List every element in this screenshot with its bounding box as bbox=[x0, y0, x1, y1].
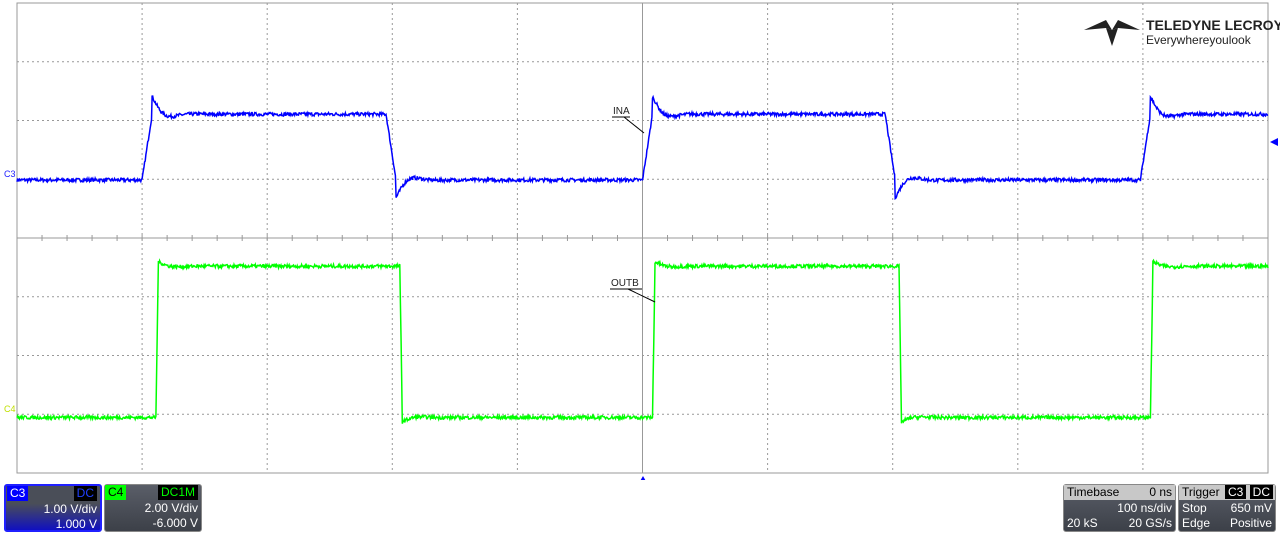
graticule bbox=[16, 2, 1269, 474]
trigger-type: Edge bbox=[1182, 516, 1211, 530]
time-per-div: 100 ns/div bbox=[1117, 501, 1172, 515]
coupling-badge: DC bbox=[73, 486, 97, 501]
brand-name: TELEDYNE LECROY bbox=[1146, 17, 1280, 33]
trigger-position-marker[interactable] bbox=[639, 476, 647, 480]
offset-value: 1.000 V bbox=[55, 517, 97, 531]
offset-value: -6.000 V bbox=[152, 516, 198, 530]
vdiv-value: 1.00 V/div bbox=[43, 502, 97, 516]
trigger-panel[interactable]: Trigger C3 DC Stop 650 mV Edge Positive bbox=[1178, 484, 1276, 532]
sample-rate: 20 GS/s bbox=[1128, 516, 1172, 530]
channel-name: C3 bbox=[7, 486, 29, 501]
trigger-slope: Positive bbox=[1229, 516, 1272, 530]
trigger-coupling: DC bbox=[1249, 485, 1273, 499]
c4-ground-marker[interactable]: C4 bbox=[4, 404, 16, 414]
sample-count: 20 kS bbox=[1067, 516, 1098, 530]
ina-label: INA bbox=[613, 106, 630, 117]
trigger-mode: Stop bbox=[1182, 501, 1207, 515]
c3-ground-marker[interactable]: C3 bbox=[4, 169, 16, 179]
vdiv-value: 2.00 V/div bbox=[144, 501, 198, 515]
timebase-panel[interactable]: Timebase 0 ns 100 ns/div 20 kS 20 GS/s bbox=[1063, 484, 1176, 532]
trigger-source: C3 bbox=[1224, 485, 1247, 499]
trigger-level: 650 mV bbox=[1230, 501, 1272, 515]
timebase-delay: 0 ns bbox=[1149, 485, 1172, 499]
waveform-display: C3 C4 INA OUTB bbox=[4, 2, 1278, 480]
trace-c3 bbox=[16, 94, 1269, 200]
brand-tagline: Everywhereyoulook bbox=[1146, 33, 1251, 47]
coupling-badge: DC1M bbox=[157, 485, 198, 500]
channel-c4-panel[interactable]: C4 DC1M 2.00 V/div -6.000 V bbox=[104, 484, 202, 532]
outb-label: OUTB bbox=[611, 278, 639, 289]
timebase-label: Timebase bbox=[1067, 485, 1120, 499]
trace-c4 bbox=[16, 258, 1269, 424]
trigger-level-marker[interactable] bbox=[1270, 138, 1278, 146]
channel-name: C4 bbox=[105, 485, 127, 500]
channel-c3-panel[interactable]: C3 DC 1.00 V/div 1.000 V bbox=[4, 484, 102, 532]
trigger-label: Trigger bbox=[1182, 485, 1220, 499]
teledyne-logo bbox=[1084, 20, 1140, 46]
